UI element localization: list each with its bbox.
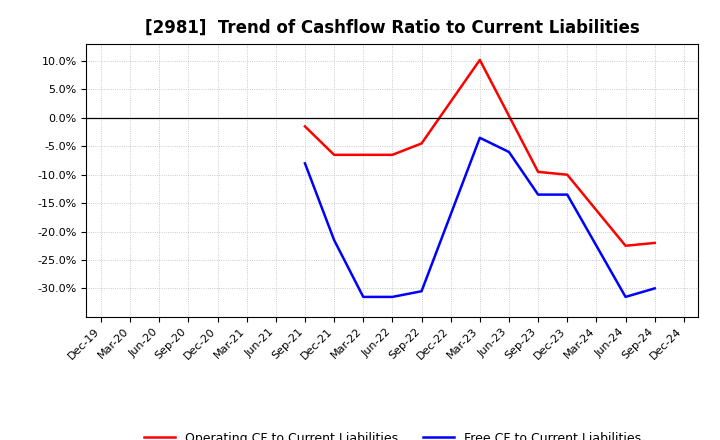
Free CF to Current Liabilities	[330, 238, 338, 243]
Title: [2981]  Trend of Cashflow Ratio to Current Liabilities: [2981] Trend of Cashflow Ratio to Curren…	[145, 19, 640, 37]
Free CF to Current Liabilities	[417, 289, 426, 294]
Free CF to Current Liabilities	[359, 294, 368, 300]
Free CF to Current Liabilities	[505, 149, 513, 154]
Operating CF to Current Liabilities	[417, 141, 426, 146]
Operating CF to Current Liabilities	[388, 152, 397, 158]
Operating CF to Current Liabilities	[359, 152, 368, 158]
Free CF to Current Liabilities	[650, 286, 659, 291]
Operating CF to Current Liabilities	[534, 169, 542, 175]
Legend: Operating CF to Current Liabilities, Free CF to Current Liabilities: Operating CF to Current Liabilities, Fre…	[138, 427, 647, 440]
Line: Free CF to Current Liabilities: Free CF to Current Liabilities	[305, 138, 654, 297]
Operating CF to Current Liabilities	[621, 243, 630, 249]
Operating CF to Current Liabilities	[301, 124, 310, 129]
Free CF to Current Liabilities	[534, 192, 542, 197]
Operating CF to Current Liabilities	[650, 240, 659, 246]
Free CF to Current Liabilities	[301, 161, 310, 166]
Free CF to Current Liabilities	[388, 294, 397, 300]
Operating CF to Current Liabilities	[563, 172, 572, 177]
Free CF to Current Liabilities	[563, 192, 572, 197]
Free CF to Current Liabilities	[621, 294, 630, 300]
Operating CF to Current Liabilities	[475, 57, 484, 62]
Line: Operating CF to Current Liabilities: Operating CF to Current Liabilities	[305, 60, 654, 246]
Operating CF to Current Liabilities	[330, 152, 338, 158]
Free CF to Current Liabilities	[475, 135, 484, 140]
